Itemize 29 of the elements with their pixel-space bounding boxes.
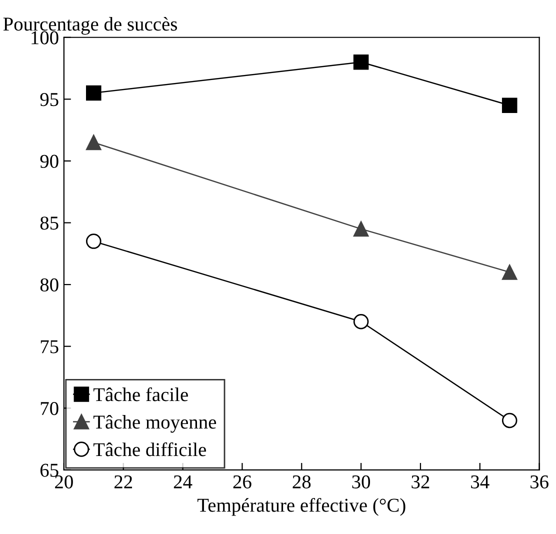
point (502, 264, 518, 280)
y-tick-label: 75 (40, 340, 58, 354)
x-tick-label: 22 (114, 475, 132, 488)
point (502, 412, 518, 428)
y-tick-label: 95 (40, 93, 58, 106)
point (353, 314, 369, 330)
legend-label: Tâche difficile (93, 442, 206, 456)
y-tick-label: 70 (40, 402, 58, 416)
x-axis-title: Température effective (°C) (197, 498, 406, 516)
x-tick-label: 28 (292, 475, 311, 488)
y-tick-label: 65 (40, 464, 58, 477)
x-tick-label: 34 (471, 475, 490, 488)
point (353, 221, 369, 237)
legend-label: Tâche facile (93, 387, 188, 402)
x-tick-label: 20 (55, 475, 73, 488)
point (86, 234, 102, 249)
point (86, 85, 102, 101)
x-tick-label: 30 (352, 475, 370, 488)
y-tick-label: 90 (40, 154, 58, 168)
x-tick-label: 24 (174, 475, 192, 488)
y-tick-label: 85 (40, 216, 58, 230)
x-tick-label: 36 (530, 475, 548, 488)
point (353, 54, 369, 70)
point (86, 134, 102, 150)
y-tick-label: 80 (40, 278, 58, 292)
point (502, 98, 518, 113)
x-tick-label: 32 (412, 475, 430, 488)
x-tick-label: 26 (233, 475, 252, 488)
legend-label: Tâche moyenne (93, 415, 216, 433)
